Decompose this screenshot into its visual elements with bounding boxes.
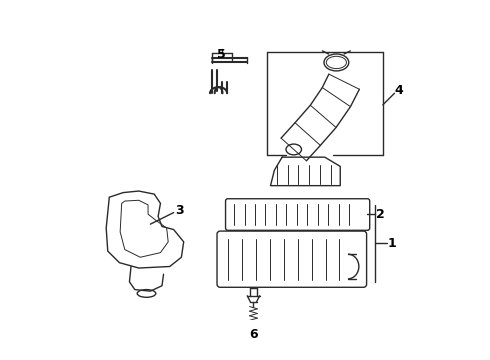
Text: 4: 4	[394, 85, 403, 98]
Text: 1: 1	[388, 237, 396, 250]
Text: 3: 3	[175, 204, 183, 217]
Text: 5: 5	[217, 48, 226, 61]
Text: 2: 2	[376, 208, 385, 221]
Text: 6: 6	[249, 328, 258, 341]
